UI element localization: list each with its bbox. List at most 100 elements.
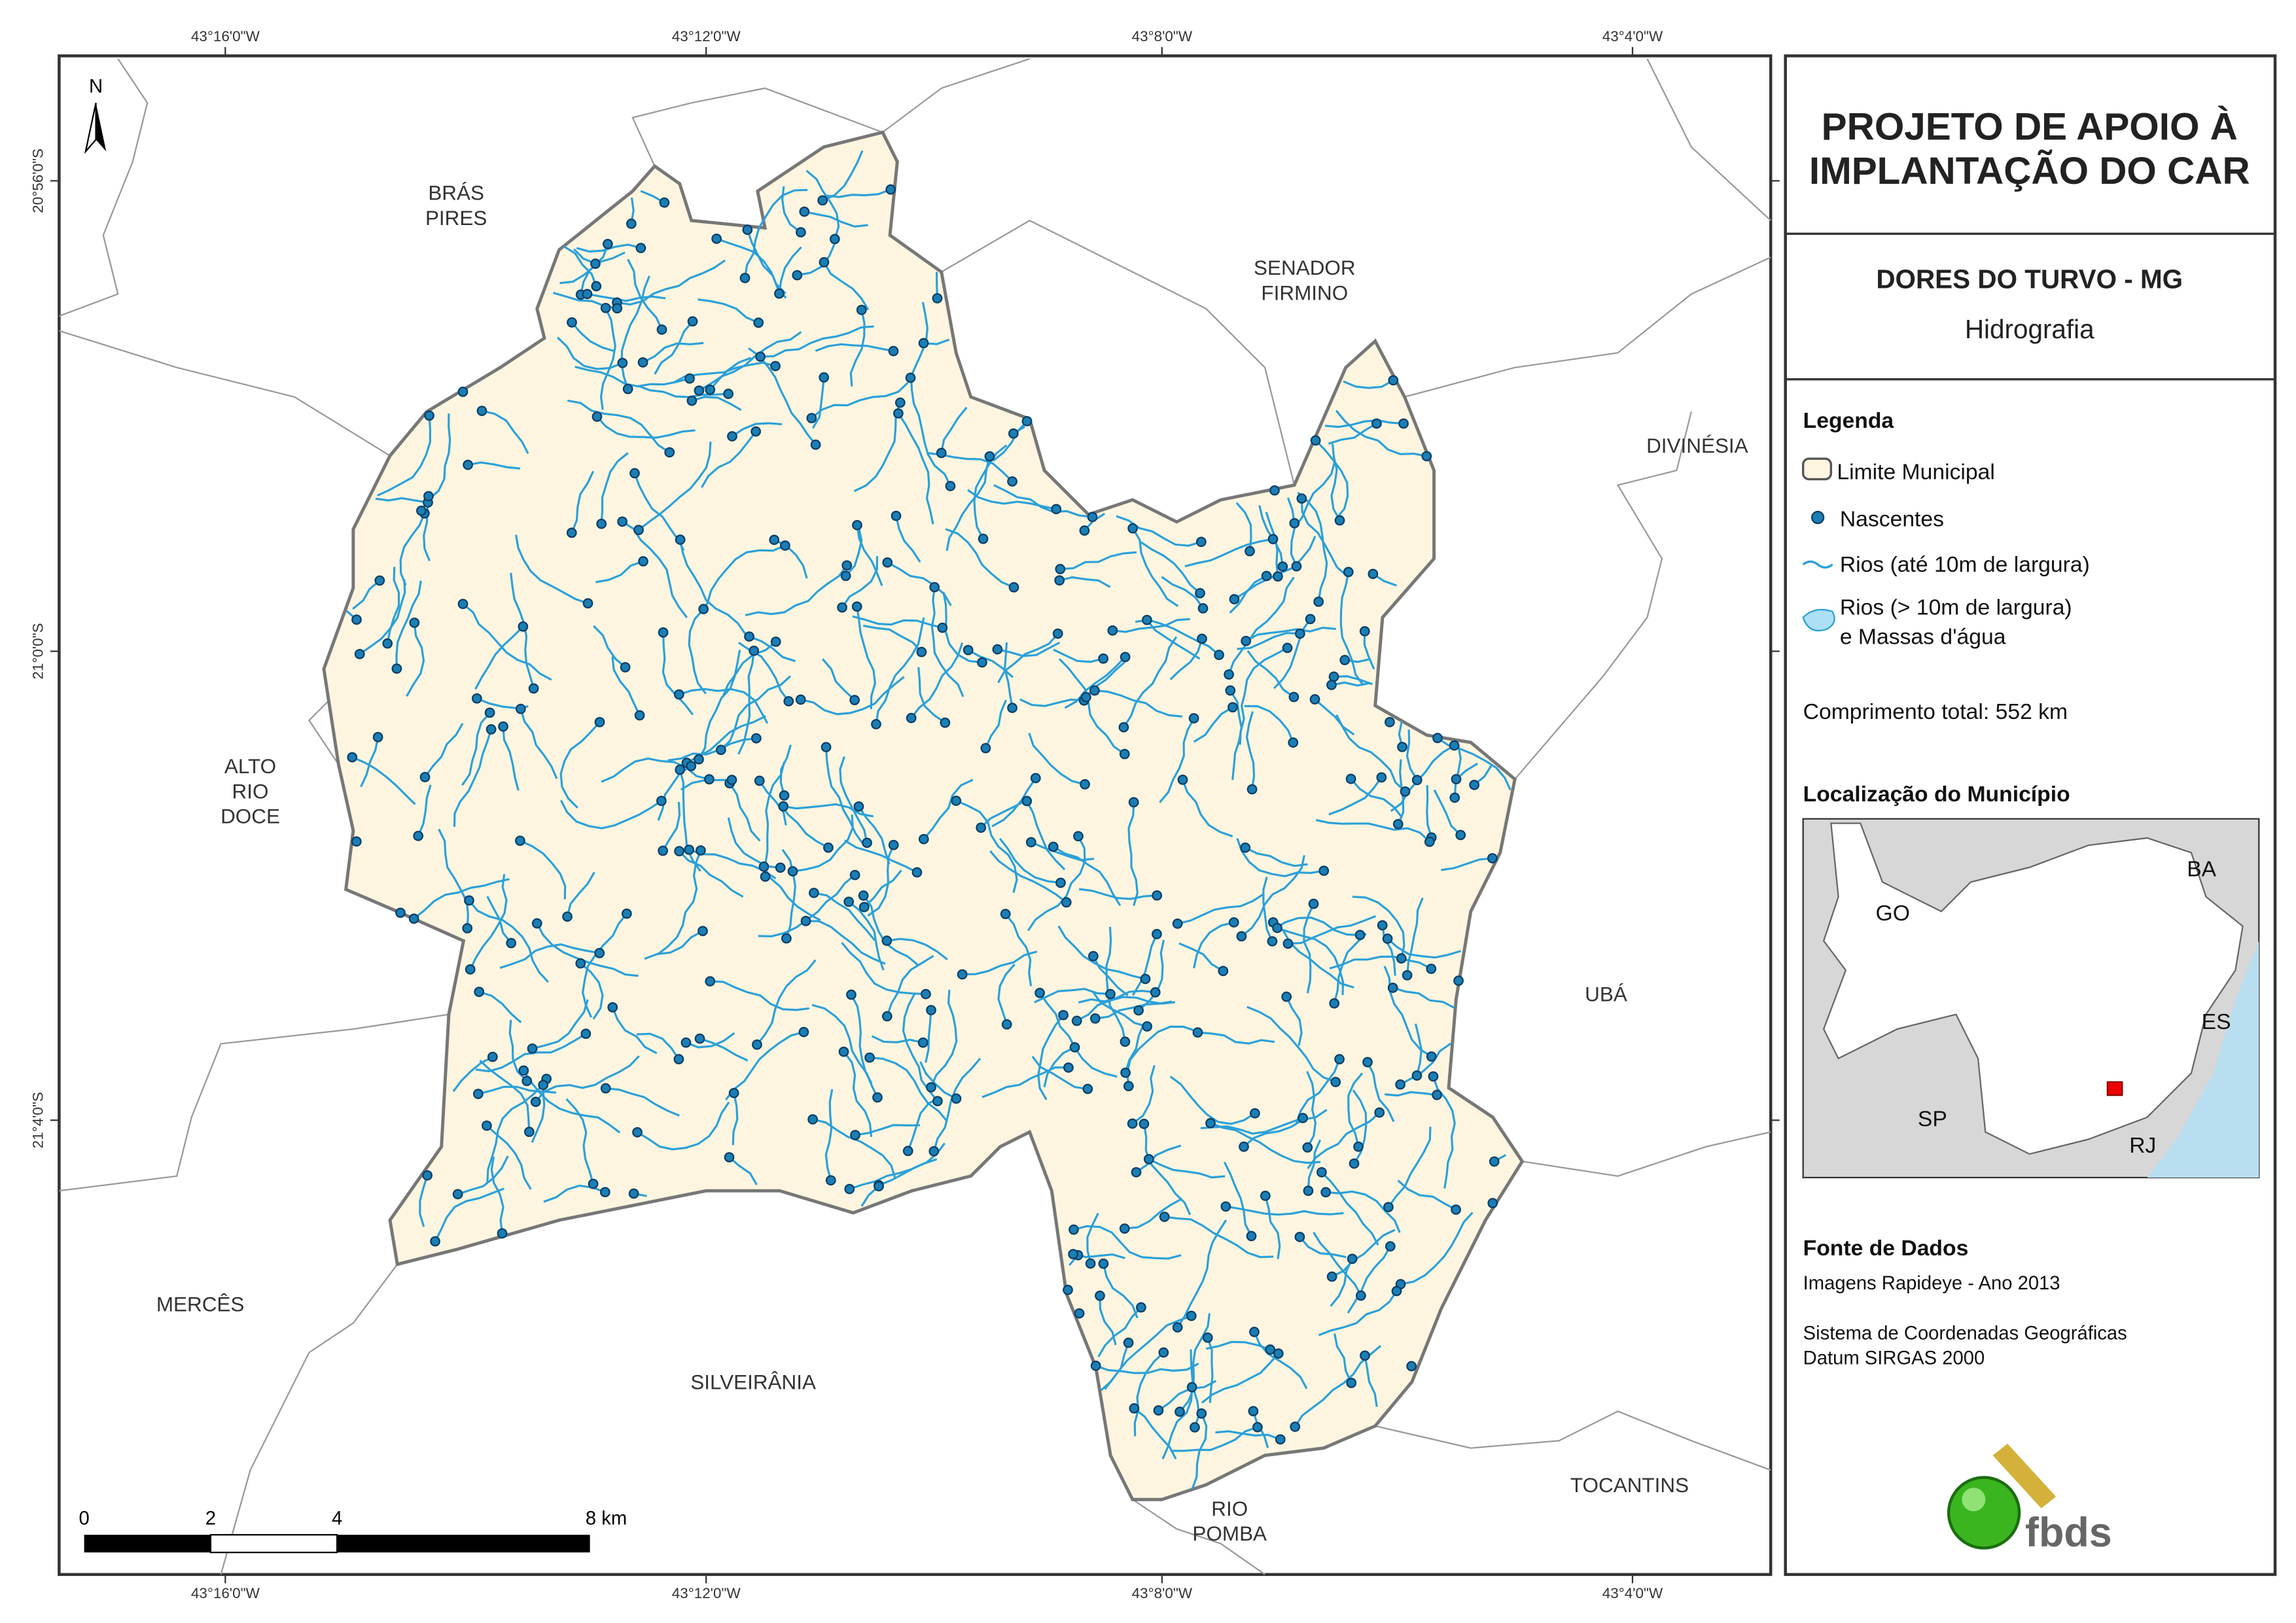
spring bbox=[1453, 975, 1464, 986]
place-name-line: RIO bbox=[232, 780, 269, 803]
spring bbox=[580, 1028, 592, 1039]
river bbox=[1306, 1071, 1317, 1148]
river bbox=[1433, 789, 1462, 836]
river bbox=[1236, 838, 1324, 877]
river bbox=[667, 737, 757, 761]
spring bbox=[1158, 1347, 1169, 1358]
river bbox=[1253, 1331, 1308, 1389]
river bbox=[843, 1051, 873, 1137]
river bbox=[1324, 419, 1404, 428]
spring bbox=[523, 1126, 535, 1138]
spring bbox=[1063, 1284, 1073, 1295]
place-name-line: PIRES bbox=[425, 207, 487, 230]
spring bbox=[1385, 716, 1395, 727]
river bbox=[1124, 1022, 1145, 1073]
spring bbox=[632, 1126, 643, 1138]
place-name: TOCANTINS bbox=[1570, 1474, 1689, 1497]
spring bbox=[1123, 1081, 1134, 1092]
spring bbox=[1186, 1382, 1197, 1393]
river bbox=[1148, 1158, 1226, 1179]
spring bbox=[1261, 570, 1272, 582]
spring bbox=[1277, 561, 1288, 572]
river bbox=[902, 992, 939, 1102]
spring bbox=[1309, 694, 1320, 705]
spring bbox=[621, 908, 632, 919]
spring bbox=[1196, 1408, 1207, 1419]
spring bbox=[1249, 1327, 1260, 1337]
spring bbox=[858, 890, 869, 901]
spring bbox=[837, 602, 847, 613]
spring bbox=[751, 733, 762, 744]
spring bbox=[659, 197, 670, 208]
river bbox=[1028, 733, 1086, 786]
location-map: GO BA ES SP RJ bbox=[1802, 818, 2260, 1179]
river bbox=[352, 580, 381, 610]
longitude-label: 43°8'0"W bbox=[1132, 1585, 1193, 1601]
spring bbox=[1246, 1230, 1257, 1242]
river bbox=[1086, 1212, 1099, 1264]
river bbox=[1146, 619, 1201, 660]
river bbox=[1091, 991, 1148, 1028]
logo-bar bbox=[1992, 1443, 2057, 1509]
spring bbox=[351, 836, 362, 847]
spring bbox=[1302, 1142, 1313, 1153]
spring bbox=[575, 958, 586, 969]
spring bbox=[1007, 476, 1017, 487]
spring bbox=[1008, 428, 1019, 439]
spring bbox=[1428, 1071, 1439, 1082]
river bbox=[1161, 1387, 1193, 1459]
spring bbox=[1432, 1089, 1442, 1100]
spring bbox=[1376, 772, 1387, 783]
spring bbox=[760, 871, 771, 882]
river bbox=[811, 377, 825, 429]
river bbox=[997, 964, 1016, 1025]
river bbox=[1184, 538, 1273, 568]
spring bbox=[716, 744, 726, 756]
spring bbox=[1105, 988, 1116, 1000]
river bbox=[824, 1089, 834, 1181]
spring bbox=[684, 373, 695, 384]
spring bbox=[723, 389, 733, 399]
spring bbox=[1087, 512, 1098, 523]
spring bbox=[1000, 909, 1011, 920]
river bbox=[910, 642, 964, 719]
longitude-label: 43°16'0"W bbox=[191, 1585, 260, 1601]
place-name-line: ALTO bbox=[224, 755, 276, 778]
spring bbox=[1240, 842, 1251, 853]
river bbox=[1405, 729, 1419, 781]
river bbox=[644, 930, 703, 960]
river bbox=[1383, 966, 1432, 1058]
spring bbox=[457, 387, 468, 397]
spring bbox=[1142, 614, 1152, 625]
longitude-label: 43°16'0"W bbox=[191, 28, 260, 44]
river bbox=[587, 292, 666, 302]
river bbox=[642, 341, 704, 364]
river bbox=[962, 951, 1038, 976]
river bbox=[1193, 921, 1235, 969]
spring bbox=[844, 1183, 855, 1195]
border bbox=[1375, 1410, 1771, 1471]
river bbox=[593, 625, 626, 669]
river bbox=[434, 1187, 504, 1242]
river bbox=[997, 641, 1061, 657]
spring bbox=[1296, 493, 1307, 504]
spring bbox=[1346, 1378, 1357, 1388]
river bbox=[1057, 925, 1146, 980]
border bbox=[220, 1263, 398, 1575]
spring bbox=[727, 431, 737, 442]
spring bbox=[1030, 773, 1041, 784]
river bbox=[679, 769, 701, 872]
spring bbox=[705, 384, 716, 395]
river bbox=[1064, 656, 1126, 709]
river bbox=[1142, 1123, 1192, 1215]
river bbox=[605, 1087, 680, 1117]
spring bbox=[783, 696, 794, 707]
river bbox=[942, 591, 983, 664]
river bbox=[732, 1092, 739, 1145]
river bbox=[1131, 527, 1179, 607]
spring bbox=[819, 257, 830, 268]
spring bbox=[932, 1096, 943, 1107]
river bbox=[375, 497, 429, 504]
